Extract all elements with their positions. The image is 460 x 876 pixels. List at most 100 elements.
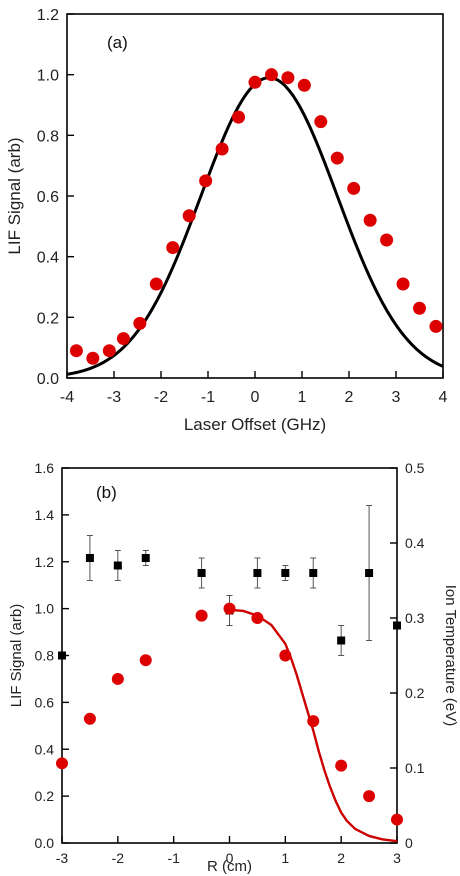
y-tick-label-a: 0.0 (37, 371, 59, 388)
lif-point-a (232, 110, 246, 124)
y-tick-label-b: 0.2 (35, 788, 55, 804)
y-tick-label-a: 0.4 (37, 250, 59, 267)
lif-point-a (396, 277, 410, 291)
lif-point-a (314, 115, 328, 129)
lif-point-b (111, 672, 124, 685)
y-tick-label-b: 0.8 (35, 648, 55, 664)
lif-point-a (380, 233, 394, 247)
temperature-point (309, 569, 318, 577)
y-tick-label-b: 0.4 (35, 741, 55, 757)
lif-point-b (279, 649, 292, 662)
lif-point-b (195, 609, 208, 622)
x-tick-label-a: 2 (345, 389, 354, 406)
x-tick-label-b: 1 (281, 850, 289, 866)
panel-b: -3 -2 -1 0 1 2 3 0.0 0.2 0.4 0.6 0.8 1.0 1.2 1.4 1.6 0 0.… (8, 460, 459, 875)
lif-point-a (264, 68, 278, 82)
lif-point-a (413, 301, 426, 315)
x-axis-label-b: R (cm) (207, 858, 252, 875)
lif-point-a (116, 332, 130, 346)
temperature-point (58, 651, 66, 660)
panel-label-a: (a) (107, 33, 128, 52)
y-tick-label-b: 1.4 (35, 507, 55, 523)
lif-point-b (251, 612, 264, 624)
lif-point-a (102, 344, 116, 358)
x-tick-label-a: 4 (439, 389, 448, 406)
x-tick-label-b: 2 (337, 850, 345, 866)
y-tick-label-a: 0.8 (37, 128, 59, 145)
plot-frame-a (66, 13, 444, 379)
lif-fit-line (229, 608, 398, 843)
lif-point-a (363, 213, 377, 227)
temperature-point (113, 561, 122, 570)
y-tick-label-b: 1.6 (35, 460, 55, 476)
gaussian-fit-line (66, 76, 444, 376)
y2-tick-label-b: 0.2 (405, 685, 425, 701)
lif-point-b (139, 654, 152, 667)
temperature-point (197, 569, 206, 577)
lif-point-a (330, 151, 344, 165)
x-tick-label-a: 1 (298, 389, 307, 406)
ticks-b: -3 -2 -1 0 1 2 3 0.0 0.2 0.4 0.6 0.8 1.0 1.2 1.4 1.6 0 0.… (35, 460, 425, 866)
panel-a: -4 -3 -2 -1 0 1 2 3 4 0.0 0.2 0.4 0.6 0.8 1.0 1.2 (a) L… (5, 7, 448, 434)
y-tick-label-b: 0.0 (35, 835, 55, 851)
y-tick-label-b: 0.6 (35, 694, 55, 710)
lif-point-a (69, 344, 83, 358)
lif-point-b (83, 712, 96, 725)
temperature-point (85, 554, 94, 562)
lif-point-b (223, 602, 236, 615)
y-tick-label-a: 1.0 (37, 68, 59, 85)
x-tick-label-b: 3 (393, 850, 401, 866)
y2-axis-label-b: Ion Temperature (eV) (442, 585, 459, 726)
lif-points-b (56, 602, 403, 826)
y-axis-label-a: LIF Signal (arb) (5, 137, 24, 254)
lif-point-b (307, 715, 320, 728)
lif-point-a (248, 75, 262, 89)
x-tick-label-a: 3 (392, 389, 401, 406)
lif-point-b (391, 813, 403, 826)
lif-point-a (133, 316, 147, 330)
x-tick-label-a: -4 (60, 389, 74, 406)
x-tick-label-a: 0 (251, 389, 260, 406)
temperature-points (58, 505, 401, 660)
temperature-point (141, 554, 150, 562)
ticks-a: -4 -3 -2 -1 0 1 2 3 4 0.0 0.2 0.4 0.6 0.8 1.0 1.2 (37, 7, 448, 406)
y-tick-label-a: 0.6 (37, 189, 59, 206)
temperature-point (365, 569, 374, 577)
y2-tick-label-b: 0.3 (405, 610, 425, 626)
y-tick-label-b: 1.0 (35, 601, 55, 617)
y2-tick-label-b: 0.5 (405, 460, 425, 476)
temperature-point (393, 621, 401, 630)
y-tick-label-a: 1.2 (37, 7, 59, 24)
lif-point-a (149, 277, 163, 291)
x-tick-label-b: -1 (167, 850, 180, 866)
lif-point-b (56, 757, 68, 770)
lif-points-a (69, 68, 443, 365)
lif-point-a (182, 209, 196, 223)
lif-point-b (335, 759, 348, 772)
lif-point-a (166, 241, 180, 255)
panel-label-b: (b) (96, 483, 117, 502)
temperature-point (281, 569, 290, 577)
y-tick-label-b: 1.2 (35, 554, 55, 570)
lif-point-a (281, 71, 295, 85)
lif-point-a (215, 142, 229, 156)
lif-point-a (199, 174, 213, 188)
x-tick-label-b: -2 (112, 850, 125, 866)
x-tick-label-a: -1 (201, 389, 215, 406)
temperature-point (253, 569, 262, 577)
y2-tick-label-b: 0.4 (405, 535, 425, 551)
y-axis-label-b: LIF Signal (arb) (8, 604, 25, 707)
temperature-point (337, 636, 346, 645)
lif-point-a (347, 181, 361, 195)
y2-tick-label-b: 0.1 (405, 760, 425, 776)
x-axis-label-a: Laser Offset (GHz) (184, 415, 326, 434)
lif-point-a (429, 319, 443, 333)
y2-tick-label-b: 0 (405, 835, 413, 851)
x-tick-label-b: 0 (226, 850, 234, 866)
lif-point-a (86, 351, 100, 365)
y-tick-label-a: 0.2 (37, 310, 59, 327)
lif-point-a (297, 78, 311, 92)
lif-point-b (363, 790, 376, 803)
x-tick-label-b: -3 (56, 850, 69, 866)
